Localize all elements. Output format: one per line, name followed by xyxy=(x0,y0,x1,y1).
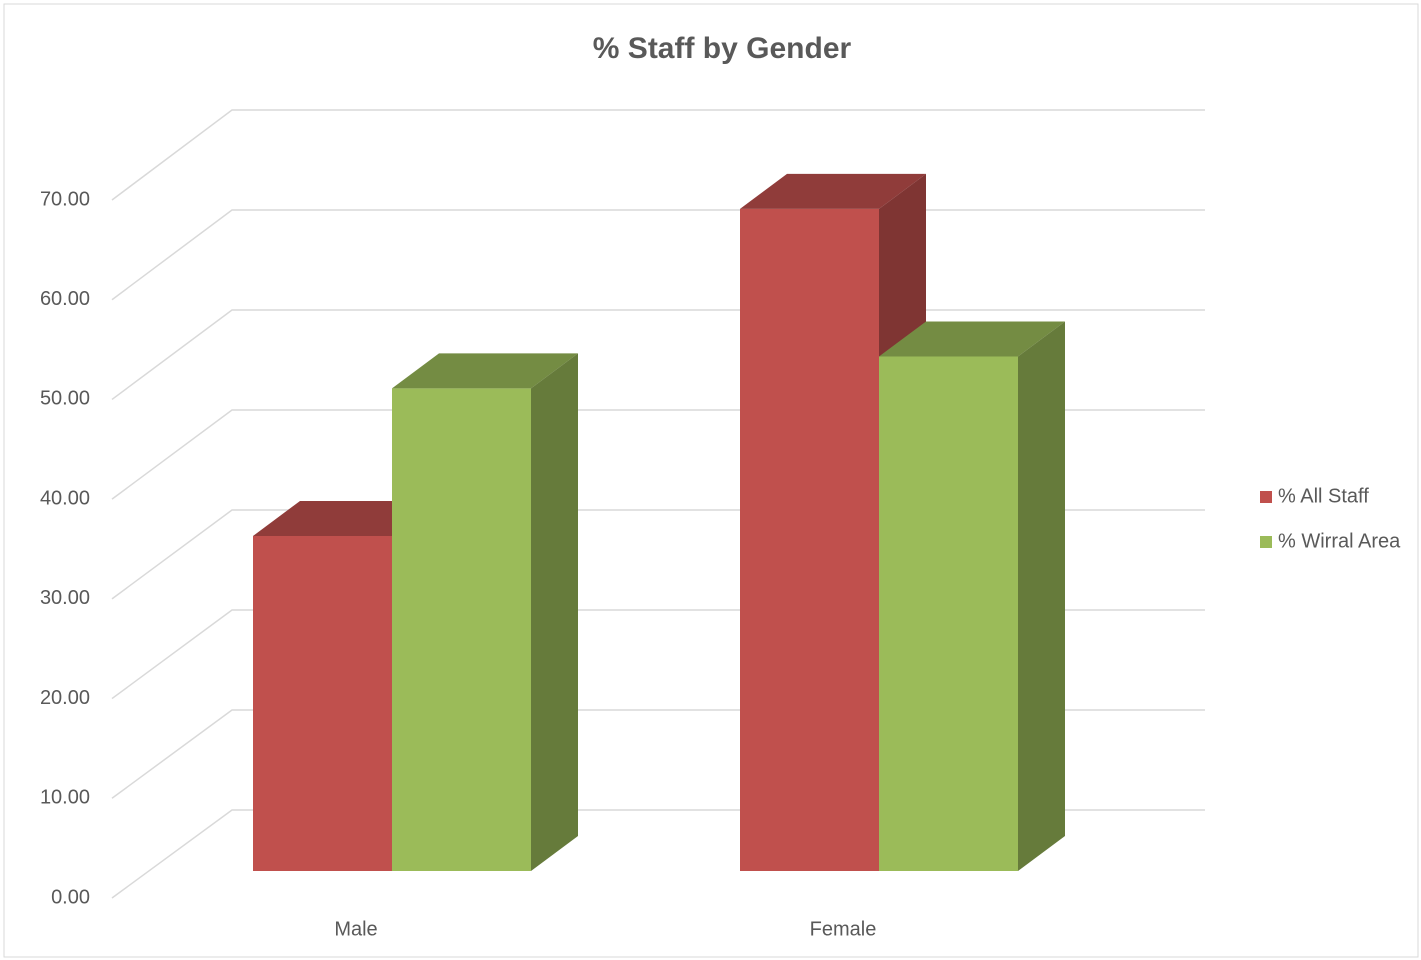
y-tick-label: 20.00 xyxy=(40,687,90,709)
legend-label: % All Staff xyxy=(1278,485,1369,507)
y-tick-label: 30.00 xyxy=(40,587,90,609)
legend-label: % Wirral Area xyxy=(1278,530,1401,552)
bar-top xyxy=(879,321,1065,357)
legend-swatch xyxy=(1260,536,1272,548)
bar-top xyxy=(392,353,578,389)
y-tick-label: 10.00 xyxy=(40,787,90,809)
legend-swatch xyxy=(1260,491,1272,503)
x-tick-label: Male xyxy=(334,918,377,940)
bar-front xyxy=(392,388,531,871)
grid-line xyxy=(111,109,1205,201)
chart-title: % Staff by Gender xyxy=(593,32,852,65)
y-tick-label: 50.00 xyxy=(40,388,90,410)
y-tick-label: 40.00 xyxy=(40,487,90,509)
bar-front xyxy=(253,535,392,871)
bar-front xyxy=(879,356,1018,872)
bar-front xyxy=(740,208,879,871)
x-tick-label: Female xyxy=(810,918,877,940)
chart-border xyxy=(3,3,1419,958)
bar-side xyxy=(531,353,578,872)
bar-side xyxy=(1018,321,1065,872)
bar-top xyxy=(740,173,926,209)
y-tick-label: 0.00 xyxy=(51,886,90,908)
y-tick-label: 70.00 xyxy=(40,188,90,210)
y-tick-label: 60.00 xyxy=(40,288,90,310)
